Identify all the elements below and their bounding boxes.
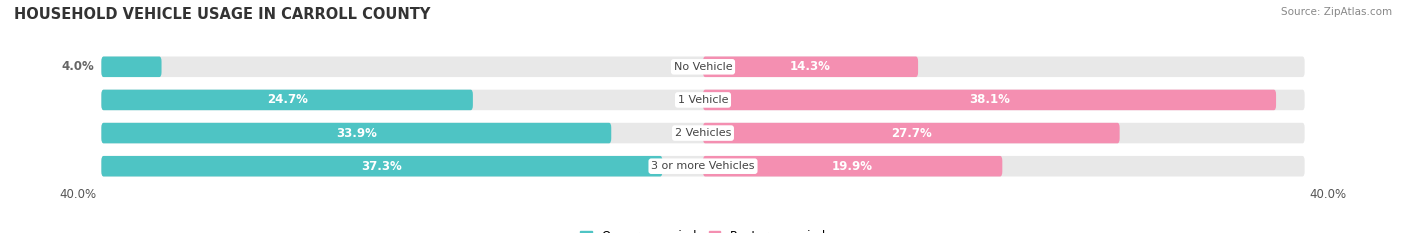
Text: Source: ZipAtlas.com: Source: ZipAtlas.com	[1281, 7, 1392, 17]
Text: 38.1%: 38.1%	[969, 93, 1010, 106]
Legend: Owner-occupied, Renter-occupied: Owner-occupied, Renter-occupied	[575, 225, 831, 233]
Text: 40.0%: 40.0%	[59, 188, 97, 201]
Text: 24.7%: 24.7%	[267, 93, 308, 106]
FancyBboxPatch shape	[101, 90, 472, 110]
FancyBboxPatch shape	[703, 123, 1119, 143]
Text: HOUSEHOLD VEHICLE USAGE IN CARROLL COUNTY: HOUSEHOLD VEHICLE USAGE IN CARROLL COUNT…	[14, 7, 430, 22]
FancyBboxPatch shape	[703, 90, 1277, 110]
FancyBboxPatch shape	[101, 57, 162, 77]
Text: 3 or more Vehicles: 3 or more Vehicles	[651, 161, 755, 171]
Text: 1 Vehicle: 1 Vehicle	[678, 95, 728, 105]
Text: 19.9%: 19.9%	[832, 160, 873, 173]
FancyBboxPatch shape	[101, 156, 662, 176]
Text: 27.7%: 27.7%	[891, 127, 932, 140]
Text: 40.0%: 40.0%	[1309, 188, 1347, 201]
FancyBboxPatch shape	[703, 156, 1002, 176]
FancyBboxPatch shape	[101, 123, 612, 143]
FancyBboxPatch shape	[101, 57, 1305, 77]
FancyBboxPatch shape	[101, 156, 1305, 176]
FancyBboxPatch shape	[101, 90, 1305, 110]
FancyBboxPatch shape	[703, 57, 918, 77]
Text: No Vehicle: No Vehicle	[673, 62, 733, 72]
FancyBboxPatch shape	[101, 123, 1305, 143]
Text: 2 Vehicles: 2 Vehicles	[675, 128, 731, 138]
Text: 37.3%: 37.3%	[361, 160, 402, 173]
Text: 4.0%: 4.0%	[60, 60, 94, 73]
Text: 33.9%: 33.9%	[336, 127, 377, 140]
Text: 14.3%: 14.3%	[790, 60, 831, 73]
